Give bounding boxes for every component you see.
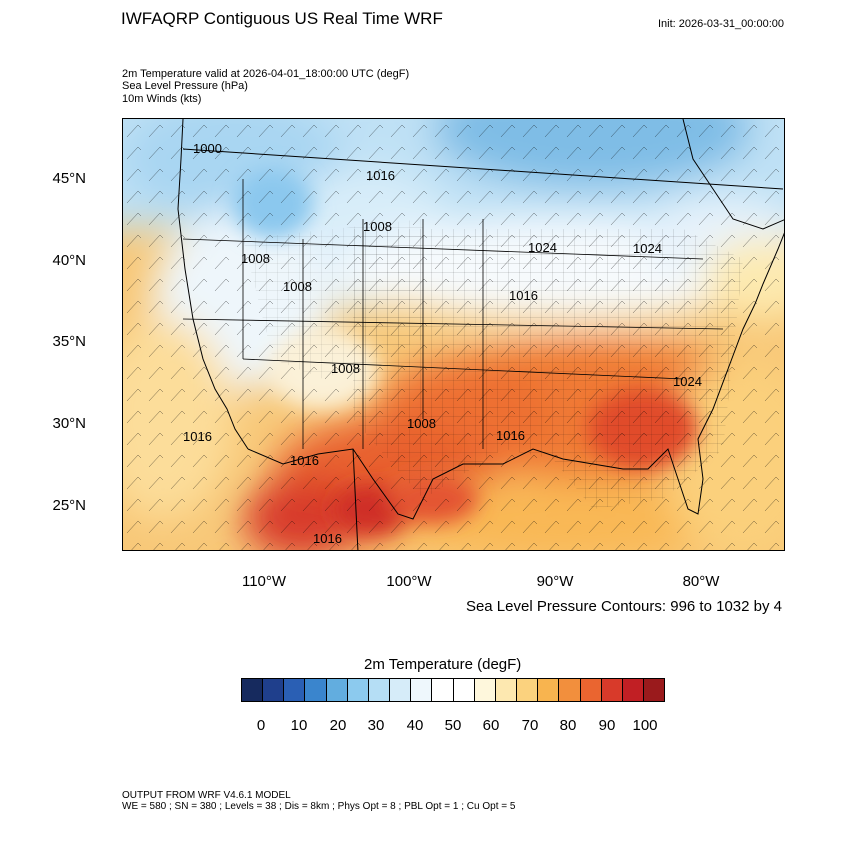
slp-label: 1008: [241, 251, 270, 266]
colorbar-label: 50: [444, 717, 462, 734]
model-config: WE = 580 ; SN = 380 ; Levels = 38 ; Dis …: [122, 801, 516, 812]
colorbar-swatch: [622, 679, 644, 701]
colorbar-label: 30: [367, 717, 385, 734]
colorbar-title: 2m Temperature (degF): [364, 656, 522, 673]
slp-label: 1024: [673, 374, 702, 389]
colorbar-label: 100: [632, 717, 658, 734]
lat-tick-label: 30°N: [52, 415, 86, 432]
slp-label: 1016: [183, 429, 212, 444]
colorbar-label: 20: [329, 717, 347, 734]
wind-barbs: [123, 119, 784, 550]
colorbar-label: 70: [521, 717, 539, 734]
lat-tick-label: 25°N: [52, 497, 86, 514]
colorbar-swatch: [601, 679, 623, 701]
slp-label: 1016: [496, 428, 525, 443]
plot-title: IWFAQRP Contiguous US Real Time WRF: [121, 9, 443, 28]
colorbar-label: 60: [482, 717, 500, 734]
slp-label: 1016: [366, 168, 395, 183]
init-time: Init: 2026-03-31_00:00:00: [658, 18, 784, 30]
colorbar-swatch: [242, 679, 264, 701]
colorbar-label: 80: [559, 717, 577, 734]
colorbar-swatch: [432, 679, 454, 701]
lon-tick-label: 80°W: [682, 573, 720, 590]
lat-tick-label: 35°N: [52, 333, 86, 350]
colorbar-label: 0: [256, 717, 266, 734]
lat-tick-label: 45°N: [52, 170, 86, 187]
slp-label: 1008: [331, 361, 360, 376]
slp-label: 1008: [283, 279, 312, 294]
colorbar-swatch: [495, 679, 518, 701]
colorbar-swatch: [453, 679, 475, 701]
colorbar-swatch: [538, 679, 560, 701]
colorbar-swatch: [474, 679, 496, 701]
lon-tick-label: 110°W: [241, 573, 287, 590]
colorbar-swatch: [411, 679, 433, 701]
colorbar-swatch: [305, 679, 327, 701]
slp-label: 1016: [509, 288, 538, 303]
slp-label: 1024: [528, 240, 557, 255]
colorbar-swatch: [517, 679, 539, 701]
slp-label: 1008: [407, 416, 436, 431]
field-label-pressure: Sea Level Pressure (hPa): [122, 80, 248, 92]
field-label-winds: 10m Winds (kts): [122, 93, 202, 105]
colorbar-label: 90: [598, 717, 616, 734]
colorbar-swatch: [580, 679, 602, 701]
colorbar-swatch: [559, 679, 581, 701]
contour-info: Sea Level Pressure Contours: 996 to 1032…: [465, 598, 782, 615]
colorbar-swatch: [368, 679, 391, 701]
colorbar-swatch: [347, 679, 369, 701]
slp-label: 1008: [363, 219, 392, 234]
coastlines-and-borders: [177, 119, 784, 550]
slp-label: 1000: [193, 141, 222, 156]
lon-tick-label: 100°W: [386, 573, 432, 590]
slp-label: 1016: [290, 453, 319, 468]
lat-tick-label: 40°N: [52, 252, 86, 269]
colorbar-swatch: [263, 679, 285, 701]
slp-label: 1016: [313, 531, 342, 546]
slp-label: 1024: [633, 241, 662, 256]
colorbar-label: 40: [406, 717, 424, 734]
colorbar: [241, 678, 665, 702]
slp-contour-labels: 1000 1016 1008 1008 1008 1024 1024 1016 …: [183, 141, 702, 546]
weather-map-svg: 1000 1016 1008 1008 1008 1024 1024 1016 …: [123, 119, 784, 550]
colorbar-swatch: [284, 679, 306, 701]
colorbar-label: 10: [290, 717, 308, 734]
model-info: OUTPUT FROM WRF V4.6.1 MODEL: [122, 790, 291, 801]
colorbar-swatch: [390, 679, 412, 701]
colorbar-swatch: [643, 679, 665, 701]
colorbar-swatch: [326, 679, 348, 701]
weather-map: 1000 1016 1008 1008 1008 1024 1024 1016 …: [122, 118, 785, 551]
lon-tick-label: 90°W: [536, 573, 574, 590]
field-label-temperature: 2m Temperature valid at 2026-04-01_18:00…: [122, 68, 410, 80]
